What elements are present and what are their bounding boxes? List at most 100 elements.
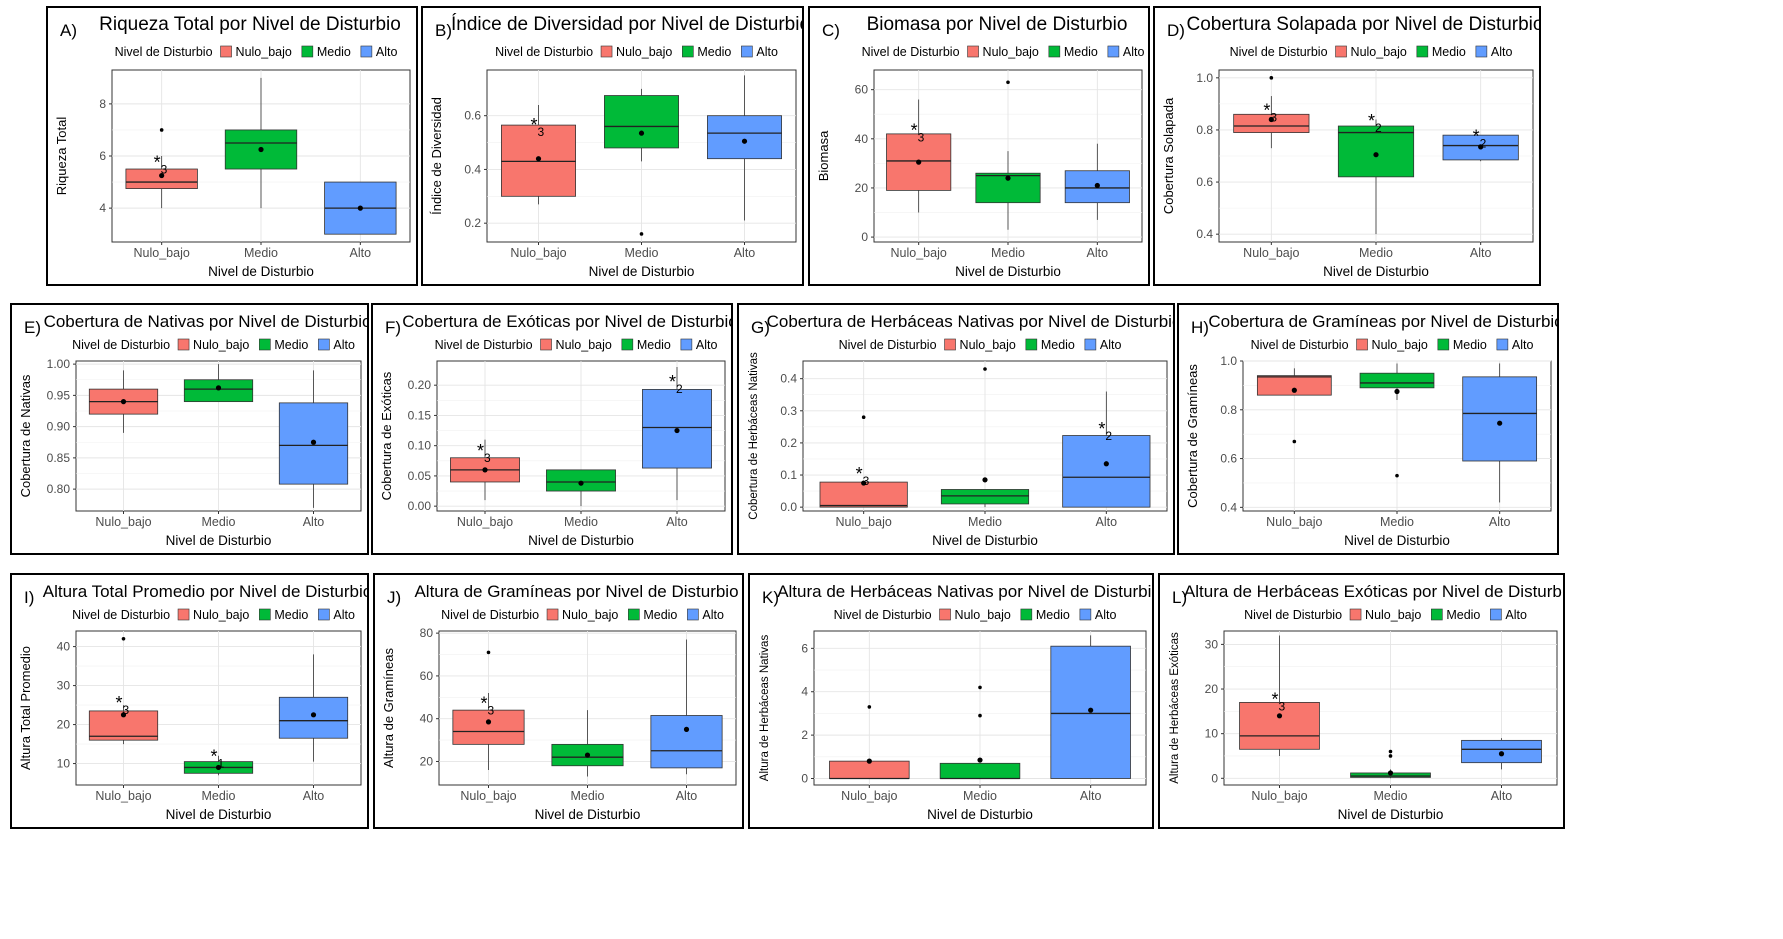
legend-swatch-alto [1084,338,1097,351]
y-tick-label: 0.6 [1196,175,1213,189]
mean-point [982,477,988,483]
legend-label-medio: Medio [1453,338,1487,352]
mean-point [674,427,680,434]
chart-svg-i: I) Altura Total Promedio por Nivel de Dis… [18,582,367,822]
y-tick-label: 6 [801,641,808,655]
box-body [546,469,616,492]
mean-point [258,146,264,153]
y-tick-label: 6 [99,149,106,163]
x-tick-label-medio: Medio [1373,789,1407,803]
x-tick-label-alto: Alto [1087,246,1109,260]
box-nulo_bajo [452,650,525,771]
x-axis-title: Nivel de Disturbio [166,533,272,548]
significance-label: *3 [1263,100,1277,124]
legend-label-nulo_bajo: Nulo_bajo [236,45,292,59]
mean-point [1268,116,1274,123]
x-tick-label-alto: Alto [1489,515,1511,529]
x-tick-label-nulo_bajo: Nulo_bajo [1266,515,1322,529]
panel-letter: D) [1167,21,1185,40]
legend-swatch-nulo_bajo [967,45,979,58]
chart-title: Altura de Herbáceas Exóticas por Nivel d… [1184,582,1563,601]
mean-point [861,480,867,486]
outlier-point [1388,754,1393,758]
box-body [829,760,910,779]
x-tick-label-alto: Alto [1096,515,1118,529]
mean-point [977,757,983,763]
legend-label-alto: Alto [1100,338,1122,352]
y-tick-label: 10 [57,757,71,771]
box-alto [1461,738,1542,770]
significance-label: *3 [481,693,495,717]
x-tick-label-medio: Medio [991,246,1025,260]
chart-panel-k: K) Altura de Herbáceas Nativas por Nivel … [748,573,1154,829]
box-alto [1064,143,1130,220]
x-tick-label-nulo_bajo: Nulo_bajo [1251,789,1307,803]
box-nulo_bajo [1233,76,1310,149]
outlier-point [121,636,126,641]
chart-title: Altura de Herbáceas Nativas por Nivel de… [777,582,1152,601]
x-tick-label-medio: Medio [1359,246,1393,260]
panel-letter: H) [1191,318,1209,337]
y-axis-title: Altura de Gramíneas [381,648,396,768]
mean-point [310,712,317,718]
box-medio [551,710,624,777]
chart-title: Cobertura de Herbáceas Nativas por Nivel… [767,312,1173,331]
mean-point [1291,387,1297,393]
legend-swatch-medio [1431,608,1443,621]
box-body [650,715,723,769]
chart-panel-i: I) Altura Total Promedio por Nivel de Dis… [10,573,369,829]
legend-label-nulo_bajo: Nulo_bajo [193,608,249,622]
y-tick-label: 30 [57,679,71,693]
x-tick-label-nulo_bajo: Nulo_bajo [95,789,151,803]
outlier-point [639,232,644,236]
box-nulo_bajo [88,636,159,745]
box-body [1062,435,1151,508]
panel-letter: A) [60,21,77,40]
x-axis-title: Nivel de Disturbio [535,807,641,822]
y-tick-label: 30 [1205,637,1219,651]
legend-title: Nivel de Disturbio [1251,338,1349,352]
y-tick-label: 0.90 [47,420,71,434]
legend: Nivel de Disturbio Nulo_bajo Medio Alto [72,338,355,352]
legend-swatch-nulo_bajo [177,338,190,351]
legend-swatch-nulo_bajo [944,338,956,351]
legend: Nivel de Disturbio Nulo_bajo Medio Alto [1244,608,1527,622]
box-medio [604,88,679,236]
x-tick-label-alto: Alto [676,789,698,803]
x-tick-label-medio: Medio [564,515,598,529]
legend-swatch-alto [1079,608,1092,621]
y-tick-label: 0.3 [780,404,797,418]
box-body [1462,376,1538,462]
x-axis-title: Nivel de Disturbio [932,533,1038,548]
outlier-point [1395,473,1399,478]
chart-title: Cobertura de Nativas por Nivel de Distur… [44,312,367,331]
y-tick-label: 80 [420,626,434,640]
mean-point [1276,713,1283,719]
box-nulo_bajo [88,370,159,433]
legend-label-alto: Alto [1491,45,1513,59]
box-body [1233,113,1310,133]
box-alto [1442,134,1519,162]
mean-point [1373,152,1379,158]
box-body [183,379,254,403]
y-axis-title: Cobertura Solapada [1161,97,1176,214]
legend-label-alto: Alto [1123,45,1145,59]
y-tick-label: 0.1 [780,468,797,482]
legend-swatch-medio [628,608,640,621]
mean-point [1387,770,1394,776]
y-axis-title: Cobertura de Herbáceas Nativas [748,352,760,520]
mean-point [916,159,922,165]
legend-label-alto: Alto [1095,608,1117,622]
x-axis-title: Nivel de Disturbio [1323,264,1429,279]
box-alto [1062,391,1151,508]
x-tick-label-nulo_bajo: Nulo_bajo [1243,246,1299,260]
y-axis-title: Cobertura de Nativas [18,374,33,497]
y-tick-label: 20 [1205,682,1219,696]
box-nulo_bajo [819,415,908,508]
chart-title: Biomasa por Nivel de Disturbio [867,14,1128,35]
y-tick-label: 0.95 [47,388,71,402]
legend-swatch-medio [259,338,271,351]
legend-label-nulo_bajo: Nulo_bajo [1351,45,1407,59]
box-body [125,168,198,189]
legend-label-medio: Medio [1036,608,1070,622]
